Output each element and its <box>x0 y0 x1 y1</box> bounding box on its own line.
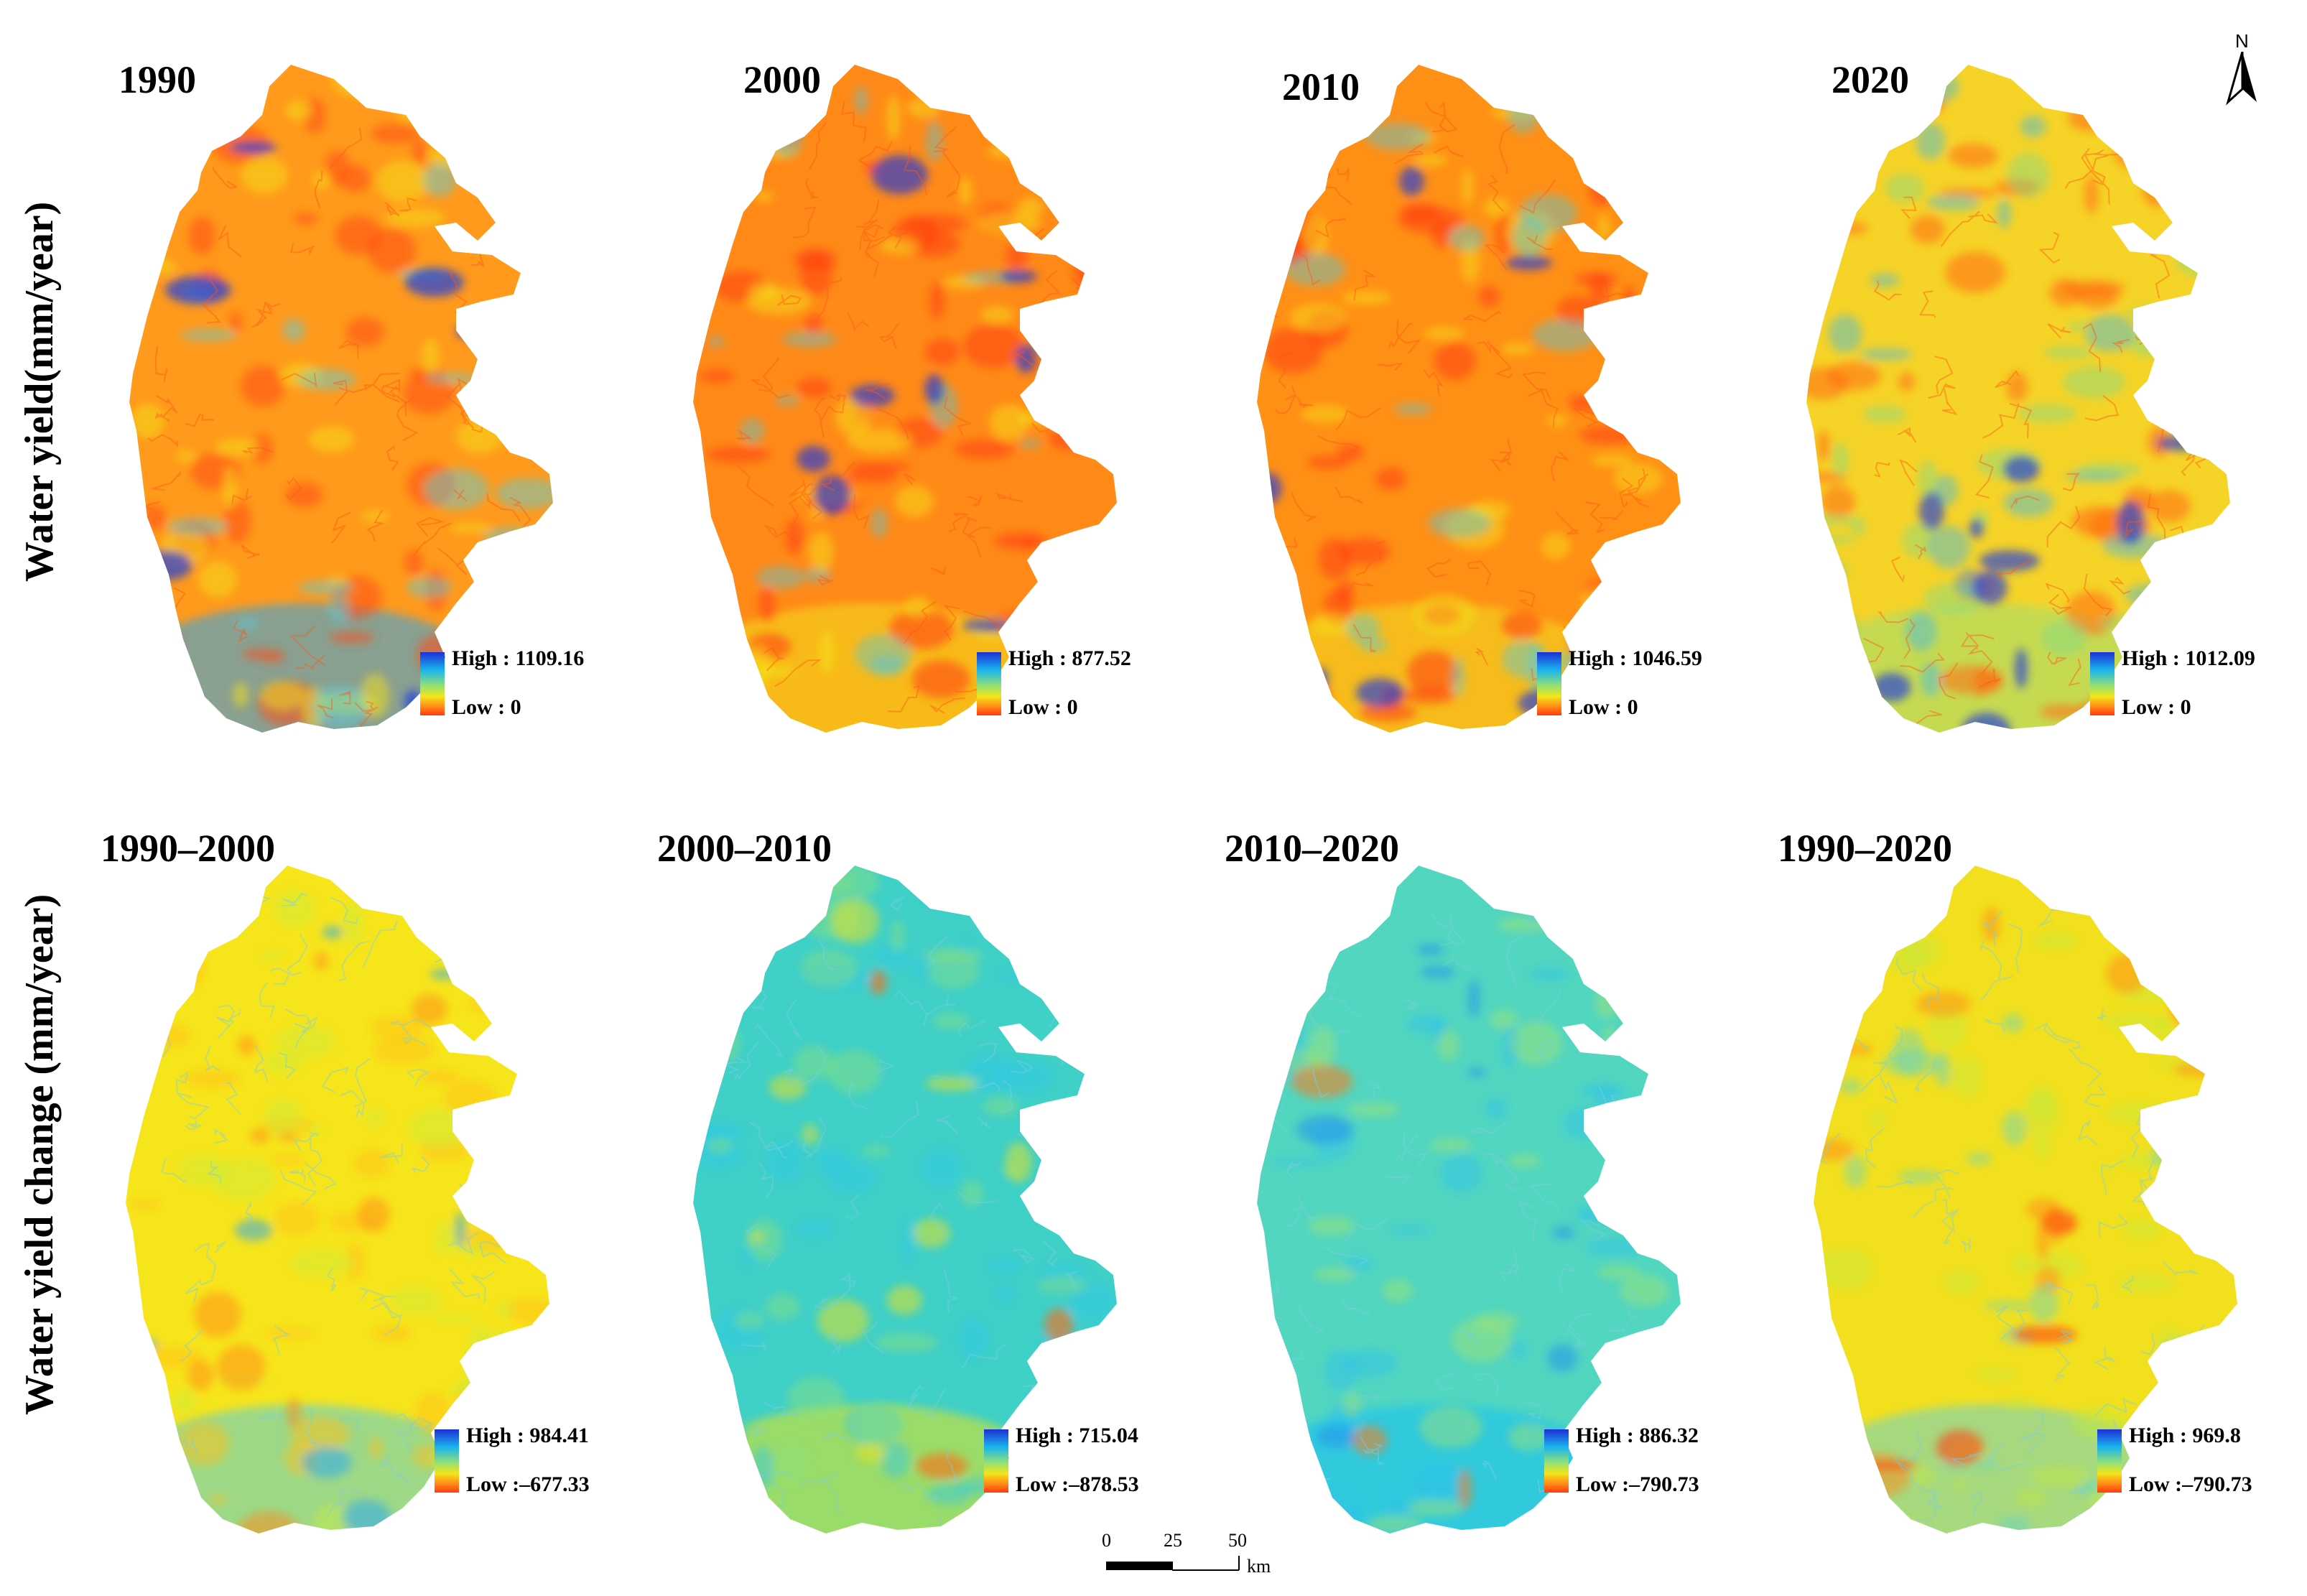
legend-color-ramp <box>2090 652 2115 715</box>
water-yield-change-map-2000-2010 <box>693 866 1117 1534</box>
scale-tick-label: 50 <box>1228 1530 1247 1551</box>
legend-color-ramp <box>2097 1429 2122 1493</box>
panel-title: 1990–2000 <box>101 827 275 870</box>
legend-color-ramp <box>435 1429 459 1493</box>
legend-low-label: Low : 0 <box>452 695 521 719</box>
legend-high-label: High : 877.52 <box>1008 646 1131 670</box>
legend-high-label: High : 1012.09 <box>2122 646 2255 670</box>
legend-low-label: Low :–677.33 <box>466 1472 590 1496</box>
legend-high-label: High : 984.41 <box>466 1424 589 1447</box>
legend-high-label: High : 1046.59 <box>1569 646 1702 670</box>
panel-2000-2010: 2000–2010 High : 715.04 Low :–878.53 <box>657 826 1174 1551</box>
panel-2010-2020: 2010–2020 High : 886.32 Low :–790.73 <box>1225 826 1742 1551</box>
legend-high-label: High : 1109.16 <box>452 646 585 670</box>
water-yield-change-map-1990-2020 <box>1814 866 2237 1534</box>
scale-unit-label: km <box>1247 1556 1271 1577</box>
panel-1990-2000: 1990–2000 High : 984.41 Low :–677.33 <box>101 826 618 1551</box>
panel-2020: 2020 High : 1012.09 Low : 0 <box>1796 57 2291 747</box>
scale-tick-label: 0 <box>1102 1530 1111 1551</box>
north-arrow-icon <box>2226 52 2257 106</box>
water-yield-change-map-1990-2000 <box>126 866 549 1534</box>
water-yield-map-2010 <box>1257 65 1681 733</box>
panel-title: 2000 <box>743 58 821 101</box>
legend-low-label: Low :–790.73 <box>2129 1472 2252 1496</box>
legend-high-label: High : 886.32 <box>1576 1424 1699 1447</box>
legend-color-ramp <box>1537 652 1561 715</box>
legend-high-label: High : 969.8 <box>2129 1424 2241 1447</box>
scale-tick-label: 25 <box>1164 1530 1182 1551</box>
legend-low-label: Low : 0 <box>1008 695 1078 719</box>
scale-bar-graphic <box>1106 1556 1240 1571</box>
legend-low-label: Low : 0 <box>2122 695 2191 719</box>
panel-1990: 1990 High : 1109.16 Low : 0 <box>119 57 614 747</box>
panel-title: 1990 <box>119 58 196 101</box>
water-yield-map-2000 <box>693 65 1117 733</box>
legend-color-ramp <box>1544 1429 1569 1493</box>
water-yield-map-2020 <box>1806 65 2230 733</box>
panel-title: 1990–2020 <box>1778 827 1952 870</box>
legend-low-label: Low : 0 <box>1569 695 1638 719</box>
scale-bar: 0 25 50 km <box>1102 1530 1278 1580</box>
legend-low-label: Low :–878.53 <box>1016 1472 1139 1496</box>
panel-title: 2020 <box>1832 58 1909 101</box>
panel-title: 2010–2020 <box>1225 827 1399 870</box>
north-label: N <box>2235 30 2249 52</box>
legend-high-label: High : 715.04 <box>1016 1424 1138 1447</box>
panel-1990-2020: 1990–2020 High : 969.8 Low :–790.73 <box>1778 826 2295 1551</box>
panel-2010: 2010 High : 1046.59 Low : 0 <box>1246 57 1742 747</box>
legend-low-label: Low :–790.73 <box>1576 1472 1699 1496</box>
legend-color-ramp <box>984 1429 1008 1493</box>
legend-color-ramp <box>420 652 445 715</box>
panel-title: 2000–2010 <box>657 827 832 870</box>
panel-2000: 2000 High : 877.52 Low : 0 <box>682 57 1178 747</box>
water-yield-map-1990 <box>129 65 553 733</box>
row-label-bottom: Water yield change (mm/year) <box>17 894 62 1415</box>
water-yield-change-map-2010-2020 <box>1257 866 1681 1534</box>
north-arrow: N <box>2221 30 2264 109</box>
legend-color-ramp <box>977 652 1001 715</box>
panel-title: 2010 <box>1282 65 1360 108</box>
row-label-top: Water yield(mm/year) <box>17 201 62 582</box>
